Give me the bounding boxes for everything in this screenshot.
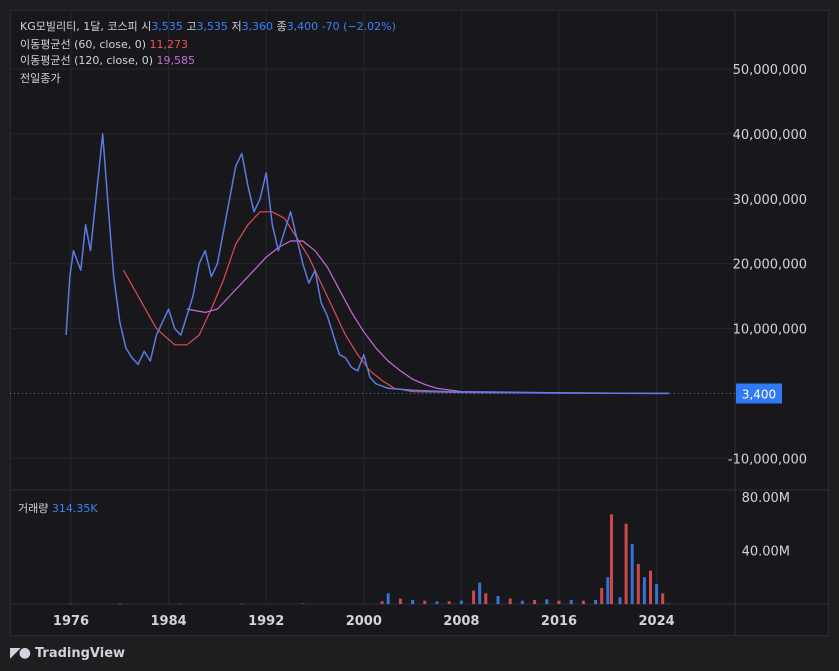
high-label: 고 [186,20,197,33]
y-tick-label: 30,000,000 [733,193,807,208]
volume-bar [594,599,598,604]
volume-bar [581,600,585,604]
volume-bar [386,593,390,604]
x-tick-label: 1992 [248,614,284,629]
low-label: 저 [231,20,242,33]
x-tick-label: 2024 [639,614,675,629]
volume-bar [301,603,305,604]
prev-close-legend[interactable]: 전일종가 [20,70,60,86]
volume-bar [118,603,122,604]
volume-bar [533,599,537,604]
volume-legend[interactable]: 거래량 314.35K [18,500,98,516]
y-tick-label: 50,000,000 [733,63,807,78]
volume-bar [667,603,671,605]
volume-bar [636,563,640,604]
x-tick-label: 1976 [53,614,89,629]
volume-bar [459,600,463,604]
volume-bar [618,597,622,604]
volume-bar [398,598,402,604]
volume-bar [240,603,244,605]
volume-y-tick-label: 80.00M [742,491,790,506]
volume-bar [496,595,500,604]
volume-bar [520,600,524,604]
last-price-tag: 3,400 [742,387,776,401]
volume-value: 314.35K [51,502,98,515]
chart-axes: 50,000,000 40,000,000 30,000,000 20,000,000… [10,63,807,629]
chart-grid [10,10,829,636]
volume-bar [423,600,427,604]
volume-bar [569,599,573,604]
ma120-label: 이동평균선 (120, close, 0) [20,54,153,67]
symbol-legend[interactable]: KG모빌리티, 1달, 코스피 시3,535 고3,535 저3,360 종3,… [20,18,396,34]
volume-bar [484,593,488,604]
volume-bar [447,601,451,604]
low-value: 3,360 [241,20,274,33]
chart-canvas: 50,000,000 40,000,000 30,000,000 20,000,000… [10,10,829,636]
volume-bar [649,570,652,604]
volume-bar [642,577,646,604]
prev-close-label: 전일종가 [20,72,61,85]
change-value: -70 (−2.02%) [321,20,396,33]
brand-name: TradingView [34,645,126,661]
y-tick-label: 40,000,000 [733,128,807,143]
volume-bar [600,587,604,604]
last-price-tag-bg [736,383,782,404]
volume-bar [411,599,415,604]
x-tick-label: 2008 [443,614,479,629]
volume-y-tick-label: 40.00M [742,545,790,560]
tradingview-icon: ◤● [10,645,31,661]
volume-bar [609,514,613,604]
volume-bar [624,523,628,604]
close-label: 종 [276,20,287,33]
volume-bar [478,582,482,604]
close-value: 3,400 [286,20,319,33]
x-tick-label: 2000 [346,614,382,629]
open-value: 3,535 [151,20,183,33]
volume-bar [179,603,183,605]
ma120-value: 19,585 [156,54,196,67]
ma60-legend[interactable]: 이동평균선 (60, close, 0) 11,273 [20,36,188,52]
volume-bar [508,598,512,604]
volume-bar [545,599,549,604]
ma120-legend[interactable]: 이동평균선 (120, close, 0) 19,585 [20,52,195,68]
series-line-ma120 [186,240,669,394]
volume-bar [472,590,476,604]
volume-bar [380,601,384,604]
price-series [65,133,669,395]
y-tick-label: -10,000,000 [728,452,807,467]
y-tick-label: 10,000,000 [733,323,807,338]
series-line-price [65,133,669,395]
ma60-label: 이동평균선 (60, close, 0) [20,38,146,51]
chart-frame: 50,000,000 40,000,000 30,000,000 20,000,000… [10,10,829,636]
volume-bar [606,577,610,604]
y-tick-label: 20,000,000 [733,258,807,273]
symbol-title: KG모빌리티, 1달, 코스피 [20,20,138,33]
tradingview-logo[interactable]: ◤● TradingView [10,645,125,661]
x-tick-label: 2016 [541,614,577,629]
series-line-ma60 [122,211,669,394]
volume-bar [630,543,634,604]
high-value: 3,535 [196,20,228,33]
x-tick-label: 1984 [151,614,187,629]
volume-bar [655,583,659,604]
open-label: 시 [141,20,152,33]
volume-bar [69,603,73,605]
ma60-value: 11,273 [149,38,189,51]
volume-bar [661,593,665,604]
volume-bar [435,601,439,604]
volume-bars [69,514,671,605]
volume-bar [557,600,561,604]
volume-label: 거래량 [18,502,49,515]
